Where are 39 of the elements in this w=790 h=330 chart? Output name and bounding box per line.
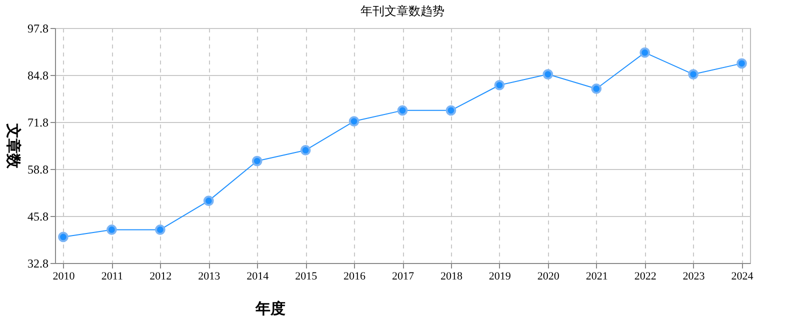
point [58, 232, 68, 242]
y-axis-title: 文章数 [4, 122, 22, 170]
point [252, 156, 262, 166]
y-tick-label: 45.8 [28, 210, 48, 224]
x-tick-label: 2013 [198, 270, 221, 282]
point [203, 196, 214, 206]
y-tick-label: 58.8 [28, 162, 48, 176]
y-tick-label: 97.8 [28, 22, 48, 36]
point [591, 84, 602, 94]
x-tick-label: 2024 [731, 270, 754, 282]
x-tick-label: 2010 [52, 270, 76, 282]
x-tick-label: 2020 [537, 270, 560, 282]
point [300, 145, 311, 156]
x-tick-label: 2017 [392, 270, 414, 282]
point [106, 224, 117, 235]
x-tick-label: 2023 [682, 270, 706, 282]
x-tick-label: 2021 [586, 270, 608, 282]
point [348, 116, 360, 126]
x-tick-label: 2012 [150, 270, 172, 282]
x-tick-label: 2022 [634, 270, 656, 282]
y-tick-label: 84.8 [28, 68, 48, 82]
point [542, 69, 554, 80]
x-axis-title: 年度 [254, 300, 286, 318]
y-tick-label: 32.8 [28, 256, 48, 270]
point [397, 105, 408, 116]
x-tick-label: 2016 [344, 270, 366, 282]
point [640, 47, 650, 58]
point [154, 224, 166, 235]
x-tick-label: 2019 [488, 270, 512, 282]
y-tick-label: 71.8 [28, 116, 48, 130]
point [446, 105, 456, 116]
point [688, 69, 698, 80]
x-tick-label: 2018 [440, 270, 463, 282]
x-tick-label: 2014 [246, 270, 270, 282]
x-tick-label: 2015 [295, 270, 318, 282]
point [736, 58, 747, 69]
chart-title: 年刊文章数趋势 [360, 4, 444, 18]
point [494, 80, 505, 90]
x-tick-label: 2011 [101, 270, 123, 282]
